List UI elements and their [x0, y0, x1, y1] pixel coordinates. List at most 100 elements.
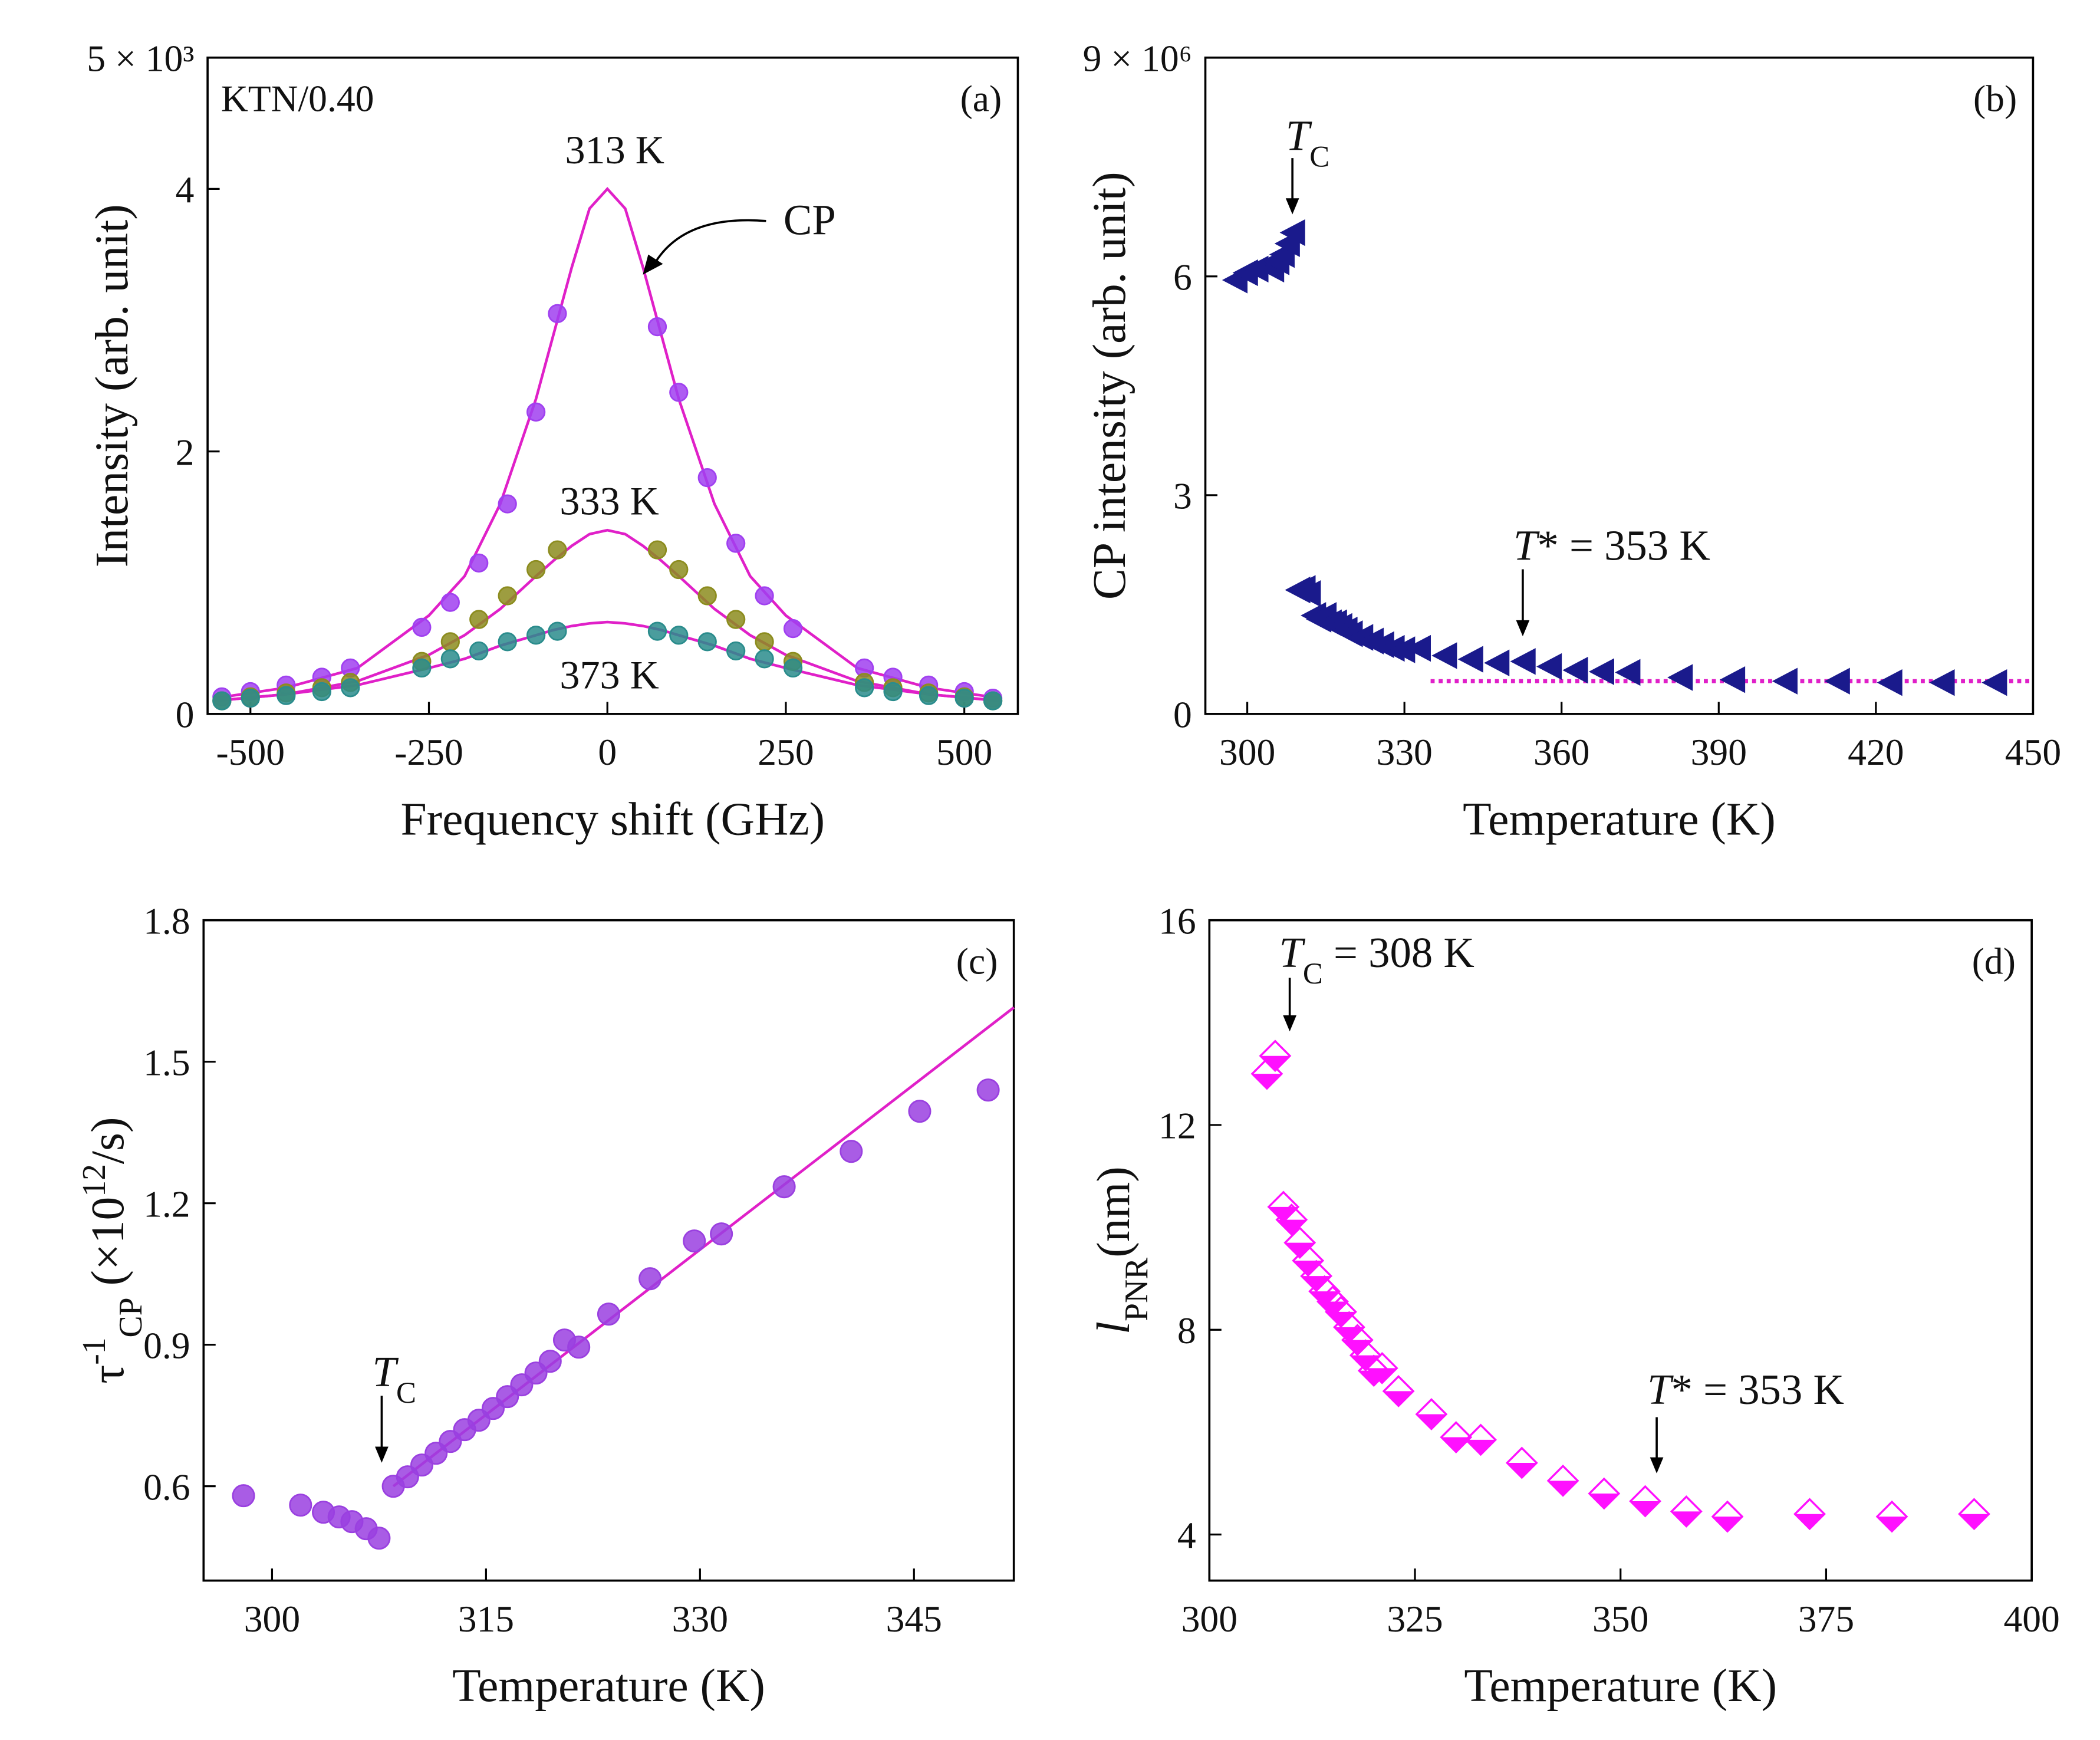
data-point	[1279, 219, 1305, 246]
data-point	[1505, 1446, 1538, 1479]
marker-outline	[1382, 1375, 1415, 1407]
data-point	[726, 641, 746, 661]
y-axis-label: lPNR(nm)	[1088, 1166, 1155, 1334]
text-part: T	[1279, 929, 1305, 976]
text-part: C	[396, 1377, 416, 1410]
data-point	[1615, 659, 1641, 686]
data-point	[1877, 669, 1902, 696]
fit-line	[215, 620, 1000, 702]
y-tick-label: 1.8	[143, 900, 190, 942]
data-point	[1325, 1295, 1357, 1328]
data-point	[683, 1229, 706, 1253]
data-point	[919, 686, 939, 705]
data-point	[772, 1175, 796, 1199]
data-point	[726, 610, 746, 629]
marker-half	[1441, 1437, 1471, 1452]
data-point	[498, 494, 517, 514]
data-point	[647, 621, 667, 641]
data-point	[212, 691, 232, 711]
data-point	[1711, 1500, 1744, 1533]
x-tick-label: 390	[1691, 731, 1747, 773]
marker-outline	[1588, 1477, 1621, 1510]
data-point	[755, 632, 774, 652]
marker-outline	[1440, 1421, 1473, 1453]
data-point	[883, 682, 903, 702]
data-point	[1292, 1244, 1325, 1277]
data-point	[647, 540, 667, 560]
series-label: 333 K	[559, 478, 659, 523]
x-tick-label: 300	[244, 1598, 300, 1640]
plot-frame	[1204, 56, 2035, 715]
annotation: TC	[1286, 111, 1329, 173]
marker-half	[1309, 1291, 1339, 1307]
marker-outline	[1793, 1498, 1826, 1531]
x-tick-label: 420	[1848, 731, 1904, 773]
data-point	[697, 586, 717, 606]
marker-half	[1959, 1514, 1989, 1529]
panel-label: (a)	[960, 78, 1002, 120]
text-part: T	[1513, 522, 1540, 570]
marker-half	[1548, 1481, 1578, 1496]
marker-half	[1276, 1219, 1306, 1235]
x-tick-label: -250	[394, 731, 463, 773]
data-point	[1379, 634, 1405, 662]
x-tick-label: 450	[2005, 731, 2061, 773]
panel-label: (d)	[1972, 940, 2016, 982]
data-point	[1793, 1498, 1826, 1531]
y-tick-label: 3	[1173, 475, 1192, 517]
arrow-head	[643, 254, 663, 275]
data-point	[669, 560, 689, 580]
data-point	[1349, 1339, 1382, 1372]
marker-half	[1318, 1301, 1348, 1317]
data-point	[469, 610, 489, 629]
panel-label: (b)	[1973, 78, 2017, 120]
y-tick-label: 1.2	[143, 1183, 190, 1225]
data-point	[1510, 648, 1536, 675]
data-point	[647, 317, 667, 337]
y-tick-label: 4	[1177, 1514, 1196, 1556]
data-point	[1719, 666, 1746, 693]
data-point	[1981, 669, 2007, 696]
text-part: (nm)	[1088, 1166, 1140, 1258]
data-point	[1457, 646, 1483, 673]
arrow-head	[1283, 1015, 1296, 1032]
marker-half	[1416, 1414, 1446, 1429]
data-point	[755, 649, 774, 669]
marker-half	[1507, 1462, 1537, 1478]
data-point	[440, 649, 460, 669]
marker-outline	[1415, 1398, 1448, 1430]
text-part: T	[1286, 111, 1312, 159]
data-point	[1824, 667, 1850, 695]
marker-outline	[1875, 1500, 1908, 1533]
data-point	[1275, 1203, 1308, 1236]
data-point	[855, 678, 874, 698]
plot-frame	[206, 56, 1019, 715]
y-axis-label: τ-1CP (×1012/s)	[76, 1117, 149, 1384]
arrow-head	[1285, 198, 1299, 215]
data-point	[526, 402, 546, 422]
data-point	[1464, 1423, 1497, 1456]
data-point	[498, 586, 517, 606]
data-point	[548, 621, 567, 641]
data-point	[526, 560, 546, 580]
data-point	[1670, 1495, 1703, 1528]
series-label: 313 K	[565, 127, 664, 172]
data-point	[469, 641, 489, 661]
data-point	[669, 383, 689, 402]
data-point	[469, 553, 489, 573]
marker-outline	[1283, 1226, 1316, 1259]
plot-frame	[202, 919, 1015, 1582]
data-point	[1667, 664, 1693, 691]
data-point	[440, 632, 460, 652]
data-point	[840, 1140, 863, 1163]
arrow-head	[1650, 1457, 1664, 1473]
data-point	[1929, 669, 1955, 696]
marker-outline	[1958, 1498, 1990, 1531]
text-part: * = 353 K	[1671, 1366, 1844, 1413]
annotation: T* = 353 K	[1647, 1366, 1844, 1413]
marker-outline	[1670, 1495, 1703, 1528]
marker-half	[1252, 1074, 1282, 1089]
y-tick-label: 0.9	[143, 1324, 190, 1366]
